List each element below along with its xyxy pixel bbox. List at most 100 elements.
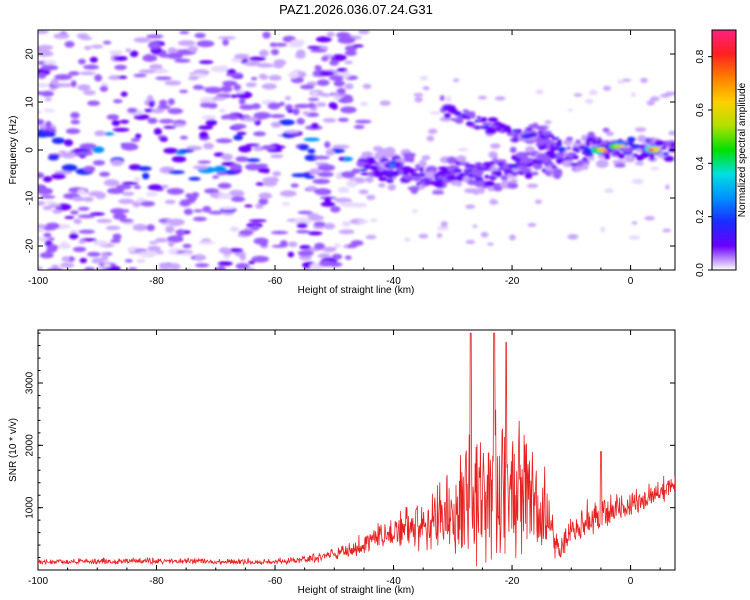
noise-blob xyxy=(292,108,300,116)
noise-blob xyxy=(164,80,182,86)
noise-blob xyxy=(167,108,184,115)
noise-blob xyxy=(213,165,227,173)
noise-blob xyxy=(91,257,105,264)
noise-blob xyxy=(198,125,214,130)
noise-blob xyxy=(291,173,310,178)
spectrogram-y-axis: 20 10 0 -10 -20 xyxy=(25,48,675,253)
noise-blob xyxy=(221,153,233,161)
noise-blob xyxy=(102,132,115,136)
noise-blob xyxy=(306,213,319,217)
noise-blob xyxy=(319,70,335,77)
noise-blob xyxy=(93,240,109,246)
trace-blob xyxy=(407,186,421,191)
noise-blob xyxy=(283,130,300,134)
trace-blob xyxy=(532,162,543,170)
noise-blob xyxy=(307,215,324,221)
noise-blob xyxy=(113,55,128,62)
trace-blob xyxy=(487,117,499,123)
noise-blob xyxy=(324,196,332,203)
noise-blob xyxy=(311,91,319,95)
trace-blob xyxy=(439,95,445,101)
noise-blob xyxy=(43,108,55,113)
noise-blob xyxy=(148,241,158,245)
noise-blob xyxy=(255,182,266,186)
noise-blob xyxy=(103,40,112,45)
noise-blob xyxy=(38,187,53,195)
trace-blob xyxy=(602,127,610,133)
noise-blob xyxy=(119,119,130,124)
noise-blob xyxy=(216,172,228,176)
noise-blob xyxy=(238,145,252,153)
noise-blob xyxy=(38,30,49,34)
noise-blob xyxy=(38,172,45,179)
trace-blob xyxy=(618,153,625,159)
noise-blob xyxy=(133,73,147,78)
noise-blob xyxy=(287,251,295,258)
noise-blob xyxy=(86,251,101,257)
noise-blob xyxy=(200,103,215,108)
noise-blob xyxy=(116,184,132,190)
trace-blob xyxy=(512,138,519,142)
peak-blob xyxy=(651,147,661,152)
noise-blob xyxy=(79,143,97,150)
noise-blob xyxy=(63,139,74,147)
noise-blob xyxy=(133,185,141,190)
trace-blob xyxy=(516,129,522,134)
snr-series-line xyxy=(38,332,675,567)
x-tick-label: 0 xyxy=(628,576,634,587)
spectrogram-panel: -100 -80 -60 -40 -20 0 20 10 0 -10 -20 Height of … xyxy=(8,29,676,296)
trace-blob xyxy=(662,152,670,156)
trace-blob xyxy=(450,105,456,109)
trace-blob xyxy=(543,136,550,139)
noise-blob xyxy=(259,49,269,57)
noise-blob xyxy=(452,78,460,83)
noise-blob xyxy=(419,76,429,81)
noise-blob xyxy=(234,89,245,94)
noise-blob xyxy=(344,60,353,65)
noise-blob xyxy=(79,71,96,76)
noise-blob xyxy=(117,75,128,79)
noise-blob xyxy=(179,135,188,140)
noise-blob xyxy=(304,175,316,179)
snr-y-axis: 1000 2000 3000 xyxy=(25,332,675,559)
noise-blob xyxy=(94,74,103,82)
noise-blob xyxy=(628,235,641,240)
noise-blob xyxy=(42,205,53,211)
y-tick-label: 1000 xyxy=(25,496,36,519)
trace-blob xyxy=(472,188,481,195)
noise-blob xyxy=(166,52,183,60)
noise-blob xyxy=(358,30,370,35)
trace-blob xyxy=(573,166,584,172)
noise-blob xyxy=(426,135,435,142)
noise-blob xyxy=(183,208,193,215)
noise-blob xyxy=(290,183,299,188)
noise-blob xyxy=(124,259,133,263)
noise-blob xyxy=(336,68,348,73)
trace-blob xyxy=(497,159,507,164)
noise-blob xyxy=(229,226,239,233)
noise-blob xyxy=(573,93,583,97)
noise-blob xyxy=(70,112,80,119)
x-tick-label: -20 xyxy=(505,276,520,287)
colorbar-tick-label: 0.8 xyxy=(695,49,706,63)
noise-blob xyxy=(281,202,291,206)
noise-blob xyxy=(342,71,351,78)
noise-blob xyxy=(159,137,168,142)
trace-blob xyxy=(541,130,553,136)
noise-blob xyxy=(649,96,660,102)
noise-blob xyxy=(414,96,423,103)
noise-blob xyxy=(38,202,43,206)
noise-blob xyxy=(258,192,273,200)
noise-blob xyxy=(84,45,92,50)
noise-blob xyxy=(87,100,100,106)
noise-blob xyxy=(78,229,96,234)
trace-blob xyxy=(424,171,438,179)
peak-blob xyxy=(526,134,533,138)
noise-blob xyxy=(38,227,45,233)
spectrogram-x-axis: -100 -80 -60 -40 -20 0 xyxy=(28,30,661,287)
noise-blob xyxy=(429,111,441,115)
trace-blob xyxy=(402,170,410,175)
noise-blob xyxy=(193,216,207,222)
noise-blob xyxy=(287,109,294,113)
noise-blob xyxy=(52,209,63,214)
